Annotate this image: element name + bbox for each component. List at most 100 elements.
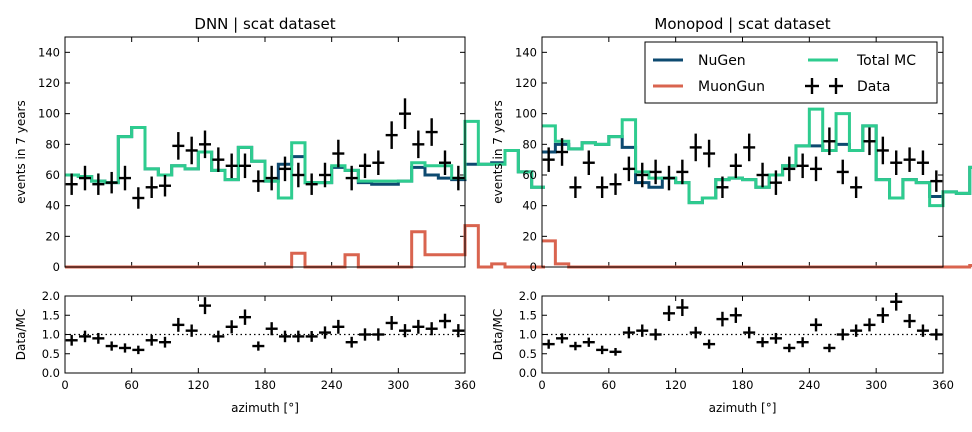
data-point (556, 138, 569, 166)
data-point (716, 311, 729, 327)
data-point (425, 118, 438, 146)
data-point (305, 331, 318, 342)
data-point (783, 343, 796, 353)
x-tick-label: 360 (454, 378, 476, 392)
legend-box (644, 41, 938, 104)
data-point (703, 139, 716, 168)
data-point (850, 324, 863, 337)
data-point (662, 305, 675, 322)
data-point (636, 162, 649, 188)
data-point (810, 156, 823, 182)
data-point (636, 324, 649, 337)
data-point (239, 153, 251, 179)
data-point (265, 322, 278, 336)
data-point (412, 319, 425, 334)
data-point (439, 313, 451, 329)
data-point (145, 176, 158, 198)
y-axis-label: events in 7 years (14, 100, 28, 203)
series-nugen-step (542, 124, 972, 205)
y-tick-label: 120 (38, 76, 60, 90)
data-point (796, 337, 809, 348)
data-point (876, 307, 889, 323)
y-tick-label: 80 (522, 137, 537, 151)
x-tick-label: 0 (538, 378, 545, 392)
data-point (225, 153, 238, 179)
data-point (916, 150, 929, 175)
data-point (452, 165, 465, 191)
data-point (743, 133, 756, 162)
legend-label-data: Data (857, 79, 890, 95)
data-point (105, 341, 118, 351)
data-point (836, 328, 849, 341)
data-point (676, 299, 689, 317)
data-point (609, 347, 622, 356)
y-tick-label: 2.0 (519, 289, 537, 303)
y-axis-label: Data/MC (491, 309, 505, 360)
data-point (319, 326, 331, 339)
y-tick-label: 100 (515, 107, 537, 121)
data-point (439, 150, 451, 175)
data-point (556, 333, 569, 344)
data-point (65, 334, 78, 346)
data-point (345, 165, 358, 191)
data-point (569, 176, 582, 198)
y-tick-label: 80 (45, 137, 60, 151)
data-point (796, 153, 809, 179)
data-point (239, 309, 251, 325)
legend-label-muongun: MuonGun (698, 79, 765, 95)
data-point (292, 162, 305, 188)
data-point (863, 318, 876, 332)
data-point (689, 133, 702, 162)
data-point (279, 330, 291, 343)
data-point (212, 147, 225, 172)
panel-title: Monopod | scat dataset (654, 15, 830, 33)
axes-frame (64, 295, 466, 374)
x-tick-label: 0 (61, 378, 68, 392)
x-tick-label: 60 (602, 378, 617, 392)
data-point (863, 127, 876, 156)
data-point (332, 139, 345, 168)
x-tick-label: 240 (321, 378, 343, 392)
series-total-mc-step (65, 119, 545, 200)
data-point (542, 339, 555, 349)
monopod-ratio-panel: 0.0 0.5 1.0 1.5 2.0 0 60 120 180 240 300 360 Data/MC… (491, 289, 954, 415)
data-point (305, 173, 318, 195)
data-point (199, 297, 211, 315)
data-point (252, 341, 265, 351)
y-tick-label: 0 (530, 260, 537, 274)
y-tick-label: 0.0 (519, 366, 537, 380)
data-point (916, 324, 929, 337)
y-tick-label: 120 (515, 76, 537, 90)
data-point (823, 127, 836, 156)
x-tick-label: 240 (798, 378, 820, 392)
data-point (265, 165, 278, 191)
data-point (810, 318, 823, 332)
legend-swatch-data (805, 78, 843, 94)
data-point (119, 343, 131, 353)
x-tick-label: 120 (665, 378, 687, 392)
data-point (689, 326, 702, 339)
data-point (729, 307, 742, 323)
series-muongun-step (542, 239, 972, 269)
data-point (372, 150, 385, 175)
data-point (756, 162, 769, 188)
y-tick-label: 60 (45, 168, 60, 182)
data-point (252, 170, 265, 192)
dnn-ratio-panel: 0.0 0.5 1.0 1.5 2.0 0 60 120 180 240 300 360 Data/MC… (14, 289, 476, 415)
data-point (582, 150, 595, 175)
data-point (132, 187, 145, 209)
data-point (185, 136, 198, 165)
data-point (930, 170, 943, 192)
data-point (279, 156, 291, 182)
y-tick-label: 1.0 (519, 328, 537, 342)
data-point (399, 324, 411, 338)
panel-title: DNN | scat dataset (194, 15, 335, 33)
data-point (903, 314, 916, 328)
legend-label-nugen: NuGen (698, 53, 746, 69)
x-tick-label: 300 (865, 378, 887, 392)
x-tick-label: 360 (932, 378, 954, 392)
axes-frame (64, 36, 466, 268)
data-point (199, 130, 211, 159)
data-point (92, 332, 105, 344)
